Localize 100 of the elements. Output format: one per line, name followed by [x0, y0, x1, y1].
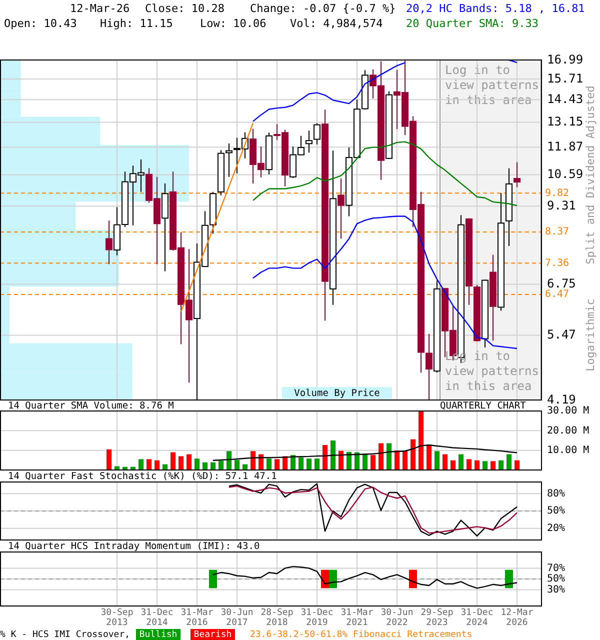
bar: [442, 454, 448, 470]
bar: [210, 462, 216, 470]
y-tick-label: 9.31: [547, 198, 576, 212]
y-tick-label: 70%: [547, 562, 566, 574]
y-axis-title: Split and Dividend Adjusted: [584, 86, 597, 264]
bar: [346, 452, 352, 470]
x-tick-label: 28-Sep 2018: [260, 608, 294, 628]
bar: [410, 439, 416, 470]
ref-line-label: 9.82: [545, 188, 570, 199]
bar: [514, 460, 520, 470]
text: Low: 10.06: [200, 17, 266, 30]
y-tick-label: 16.99: [547, 52, 584, 66]
bar: [466, 459, 472, 470]
bar: [298, 457, 304, 470]
x-tick-label: 31-Dec 2019: [300, 608, 334, 628]
y-tick-label: 30.00 M: [547, 406, 590, 417]
text: Bullish: [139, 630, 178, 640]
x-tick-label: 31-Mar 2016: [180, 608, 214, 628]
text: Vol: 4,984,574: [290, 17, 384, 30]
bar: [314, 458, 320, 470]
bar: [426, 445, 432, 470]
bar: [194, 458, 200, 470]
y-tick-label: 20%: [547, 523, 566, 534]
bar: [378, 443, 384, 470]
bar: [218, 460, 224, 470]
x-tick-label: 12-Mar 2026: [500, 608, 534, 628]
bar: [322, 445, 328, 470]
bar: [370, 455, 376, 470]
bar: [154, 460, 160, 470]
bar: [306, 458, 312, 470]
line-series: [252, 141, 518, 206]
y-tick-label: 15.71: [547, 71, 584, 86]
ref-line-label: 8.37: [545, 226, 570, 238]
bar: [474, 460, 480, 470]
bar: [234, 460, 240, 470]
bar: [106, 449, 112, 470]
bar: [178, 456, 184, 470]
x-tick-label: 31-Dec 2014: [140, 608, 174, 628]
annotation: QUARTERLY CHART: [440, 400, 526, 412]
x-tick-label: 30-Jun 2022: [380, 608, 414, 628]
y-tick-label: 50%: [547, 506, 566, 517]
bar: [202, 462, 208, 470]
legend-title: % K - HCS IMI Crossover,: [0, 630, 130, 640]
text: Logarithmic: [584, 298, 597, 372]
text: 12-Mar-26: [70, 2, 130, 15]
candlestick: [306, 130, 312, 154]
text: Close: 10.28: [145, 2, 224, 15]
line-series: [212, 444, 518, 461]
y-tick-label: 10.59: [547, 167, 584, 182]
x-tick-label: 31-Dec 2024: [460, 608, 494, 628]
bar: [418, 411, 424, 470]
candlestick: [106, 220, 112, 265]
candlestick: [226, 142, 232, 178]
bar: [274, 459, 280, 470]
y-tick-label: 30%: [547, 584, 566, 596]
y-tick-label: 20.00 M: [547, 425, 590, 436]
text: Open: 10.43: [4, 17, 77, 30]
y-tick-label: 14.43: [547, 92, 584, 106]
line-series: [252, 216, 518, 350]
y-tick-label: 10.00 M: [547, 445, 590, 456]
annotation: Volume By Price: [294, 388, 380, 399]
bar: [138, 459, 144, 470]
y-tick-label: 6.75: [547, 276, 576, 290]
text: Bearish: [194, 630, 232, 640]
bar: [402, 451, 408, 470]
bar: [482, 461, 488, 470]
bar: [498, 460, 504, 470]
bar: [354, 452, 360, 470]
bar: [506, 454, 512, 470]
bar: [170, 452, 176, 470]
candlestick: [514, 162, 520, 188]
chart-title: 14 Quarter Fast Stochastic (%K) (%D): 57.1 47.1: [8, 471, 278, 482]
bar: [394, 450, 400, 470]
y-tick-label: 11.87: [547, 139, 584, 154]
y-tick-label: 4.19: [547, 392, 576, 406]
line-series: [212, 566, 518, 589]
x-tick-label: 29-Sep 2023: [420, 608, 454, 628]
x-tick-label: 31-Mar 2021: [340, 608, 374, 628]
ref-line-label: 6.47: [545, 289, 570, 300]
text: Change: -0.07 {-0.7 %}: [250, 2, 396, 15]
bar: [386, 443, 392, 470]
bar: [450, 460, 456, 470]
text: 23.6-38.2-50-61.8% Fibonacci Retracements: [250, 630, 472, 640]
bar: [266, 458, 272, 470]
y-tick-label: 5.47: [547, 328, 576, 342]
bar: [434, 451, 440, 470]
x-tick-label: 30-Jun 2017: [220, 608, 254, 628]
y-tick-label: 80%: [547, 488, 566, 500]
chart-title: 14 Quarter HCS Intraday Momentum (IMI): 43.0: [8, 541, 260, 552]
bar: [338, 450, 344, 470]
text: High: 11.15: [100, 17, 173, 30]
bar: [490, 461, 496, 470]
candlestick: [338, 178, 344, 240]
y-tick-label: 50%: [547, 574, 566, 585]
x-tick-label: 30-Sep 2013: [100, 608, 134, 628]
ref-line-label: 7.36: [545, 258, 570, 269]
bar: [146, 459, 152, 470]
bar: [186, 454, 192, 470]
text: 14 Quarter SMA Volume: 8.76 M: [8, 400, 174, 412]
bar: [250, 451, 256, 470]
